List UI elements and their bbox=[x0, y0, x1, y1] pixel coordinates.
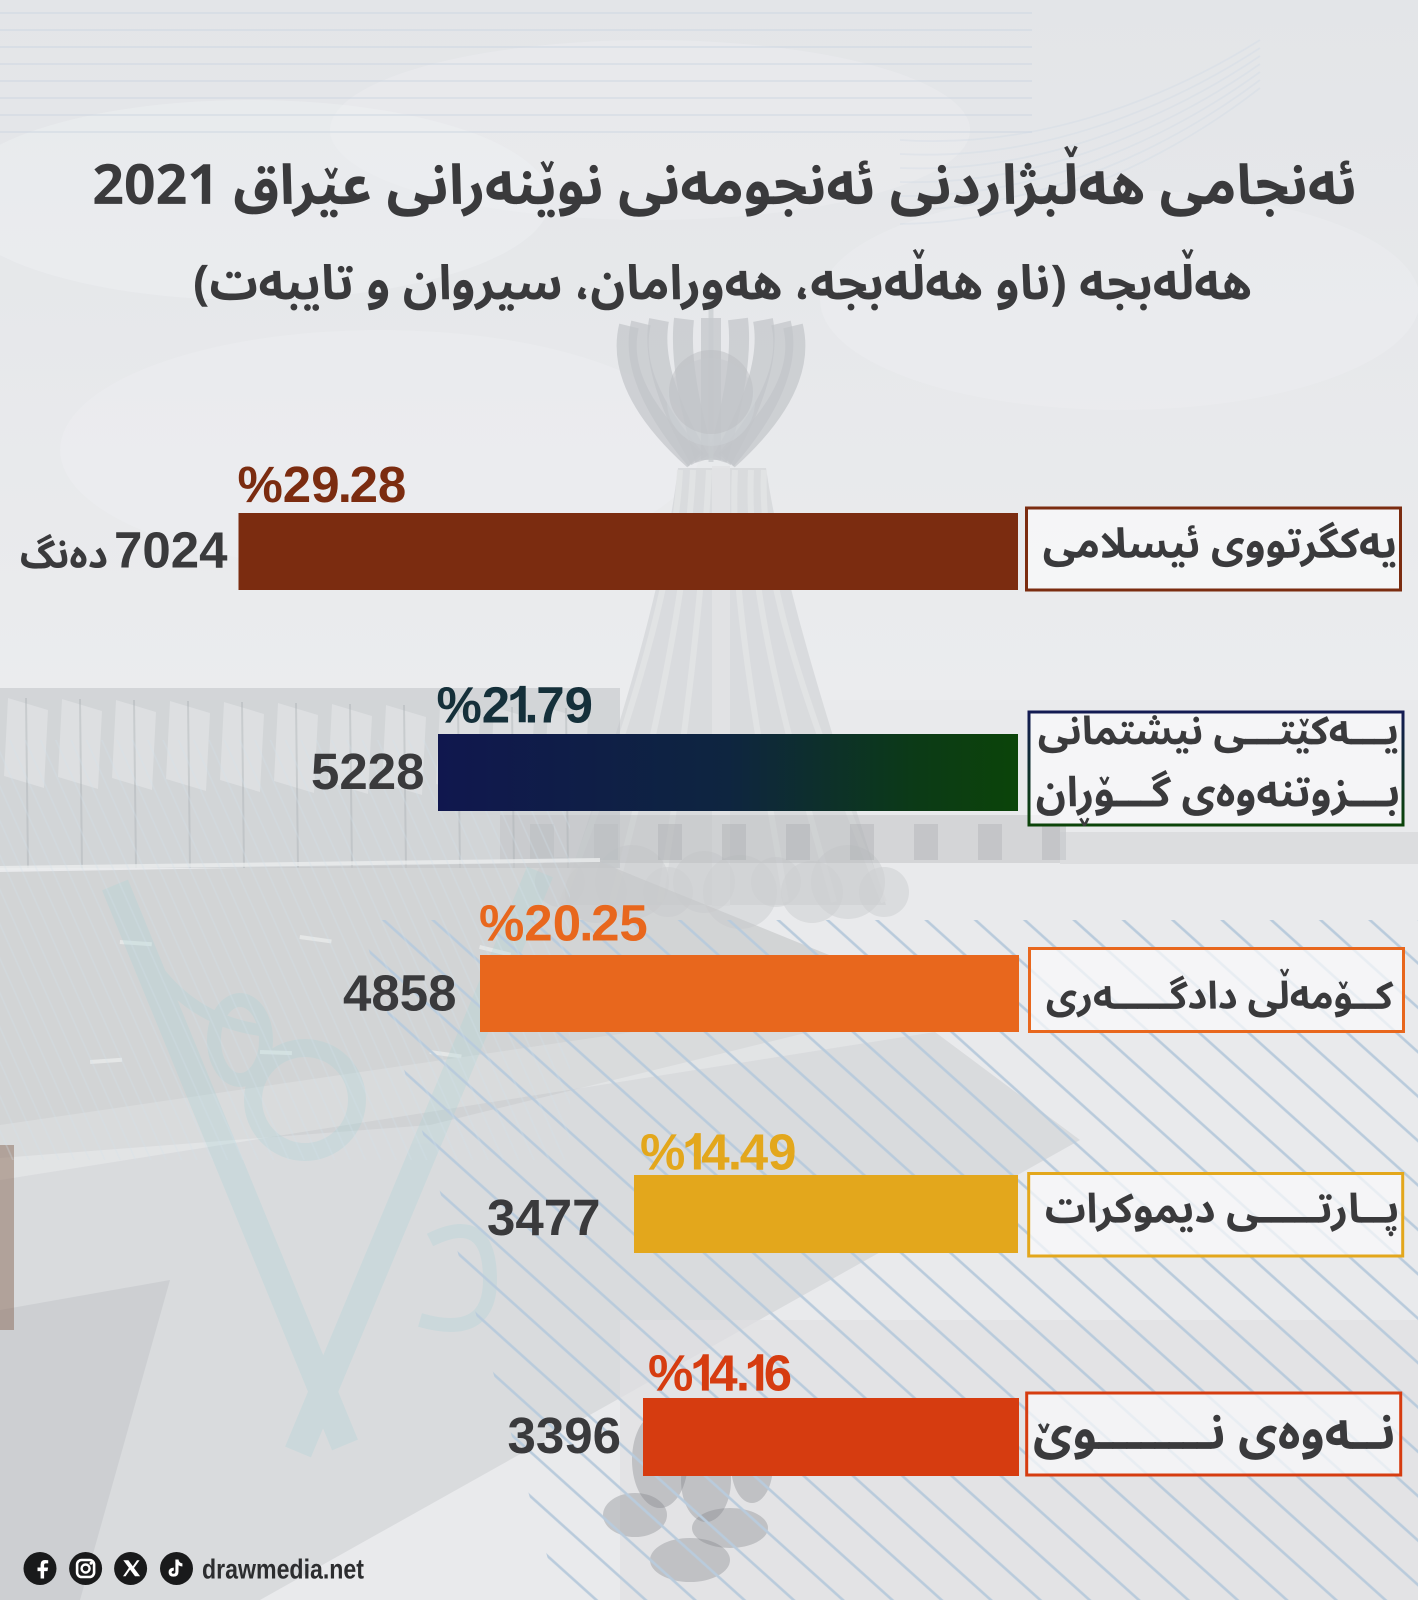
svg-text:5228: 5228 bbox=[311, 743, 424, 800]
svg-text:3396: 3396 bbox=[508, 1407, 621, 1464]
svg-text:%29.28: %29.28 bbox=[238, 456, 407, 513]
svg-text:%4.49: % 4.49 bbox=[640, 1124, 796, 1181]
svg-text:%20.25: %20.25 bbox=[479, 895, 648, 952]
svg-text:%4.6: % 4. 6 bbox=[648, 1345, 792, 1402]
svg-text:4858: 4858 bbox=[343, 965, 456, 1022]
svg-text:7024: 7024 bbox=[114, 522, 228, 579]
svg-text:3477: 3477 bbox=[487, 1189, 600, 1246]
svg-text:%2.79: %2.79 bbox=[437, 676, 593, 733]
svg-text:drawmedia.net: drawmedia.net bbox=[202, 1554, 364, 1585]
